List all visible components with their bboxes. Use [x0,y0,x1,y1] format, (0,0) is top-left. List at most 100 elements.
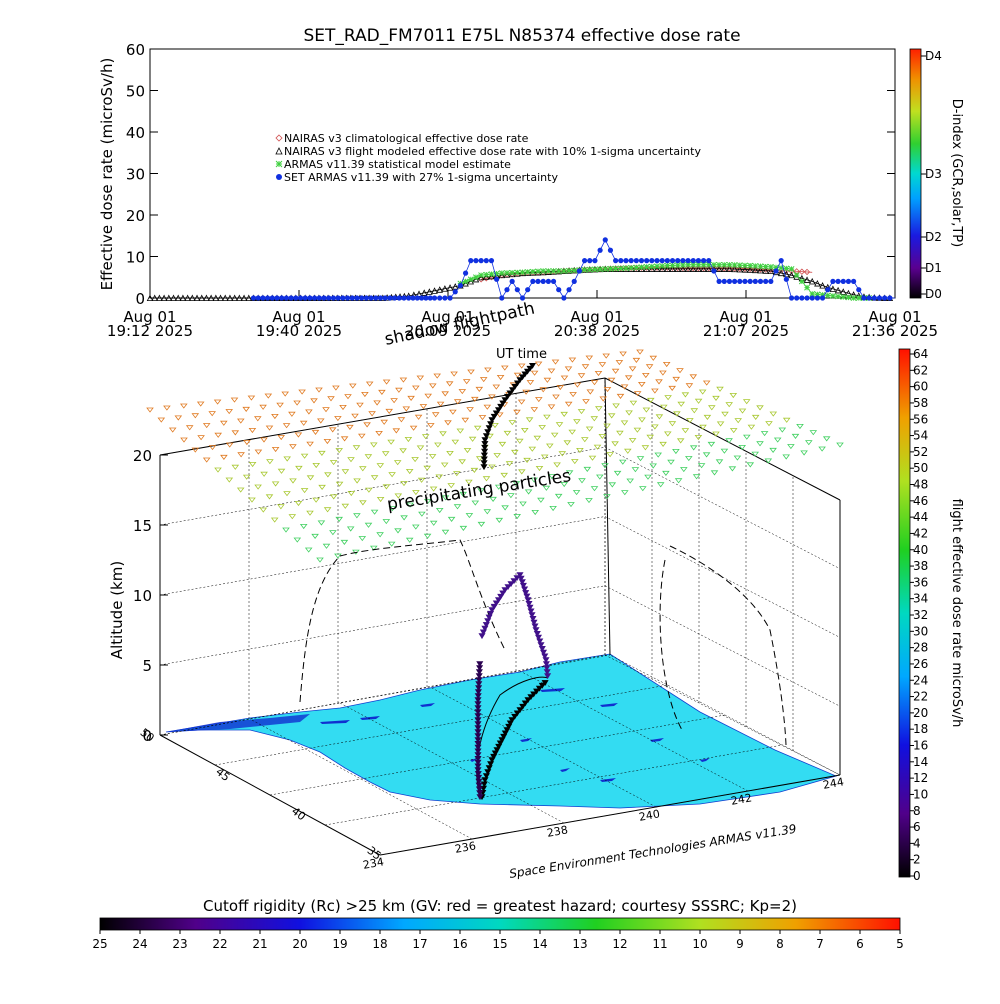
particle-mark [656,482,665,488]
particle-mark [363,422,371,428]
particle-mark [526,380,535,386]
particle-mark [412,490,420,496]
particle-mark [654,452,662,458]
dindex-tick-label: D2 [925,230,942,244]
mid-track-point [537,642,545,649]
particle-mark [294,501,303,507]
particle-mark [585,355,594,361]
particle-mark [697,463,706,469]
particle-mark [393,460,402,466]
particle-mark [305,409,313,415]
particle-mark [450,371,458,377]
top-track-point [518,374,527,381]
series-point [222,294,229,301]
particle-mark [335,448,343,454]
series-point [488,272,495,280]
particle-mark [773,437,782,443]
ground-track-point [538,682,546,689]
top-track-point [499,400,507,407]
dindex-tick-label: D0 [925,287,942,301]
particle-mark [231,430,240,436]
series-point [217,294,224,301]
mid-track-point [538,646,546,652]
particle-mark [283,491,291,497]
series-point [160,294,168,301]
particle-mark [265,494,274,500]
series-point [737,278,743,284]
particle-mark [556,385,565,391]
particle-mark [289,444,297,450]
mid-track-point [516,572,524,579]
particle-mark [409,425,418,431]
series-point [819,291,826,298]
particle-mark [547,368,556,374]
series-point [684,265,692,272]
particle-mark [428,454,437,460]
series-point [855,295,862,301]
series-point [387,295,393,301]
particle-mark [636,456,645,462]
particle-mark [517,399,526,405]
map-speck [540,688,565,692]
particle-mark [572,490,581,496]
particle-mark [230,397,239,403]
particle-mark [180,437,188,443]
series-point [819,295,826,301]
particle-mark [659,441,667,447]
mid-track-point [542,661,550,668]
ground-track-point [508,717,516,724]
series-point [689,265,697,272]
series-point [808,277,816,285]
particle-mark [577,373,586,379]
series-2 [457,261,875,301]
particle-mark [603,494,611,500]
particle-mark [535,466,544,472]
particle-mark [310,398,318,404]
cutoff-tick-label: 21 [252,937,267,951]
particle-mark [747,424,756,430]
mid-track-point [528,612,536,619]
particle-mark [555,422,564,428]
particle-mark [624,448,632,454]
series-point [762,267,769,274]
particle-mark [651,388,659,394]
particle-mark [513,409,521,415]
series-point [752,266,759,274]
particle-mark [560,482,568,488]
series-point [732,278,738,284]
particle-mark [254,484,262,490]
dindex-tick-label: D1 [925,261,942,275]
particle-mark [434,442,442,448]
particle-mark [475,456,484,462]
series-point [741,266,749,273]
dose-colorbar [898,348,911,878]
series-point [633,264,640,271]
particle-mark [525,417,534,423]
top-y-axis-label: Effective dose rate (microSv/h) [98,58,116,291]
y-tick-label: 60 [126,41,145,59]
series-point [763,278,769,284]
particle-mark [616,393,625,399]
particle-mark [353,478,361,484]
cutoff-colorbar-ticks: 25 24 23 22 21 20 19 18 17 16 15 14 13 12 11 10 9 8 7 6 5 [92,930,904,951]
particle-mark [353,513,361,519]
map-speck [650,738,664,742]
particle-mark [721,411,729,417]
particle-mark [470,467,479,473]
series-point [788,265,795,272]
particle-mark [439,431,447,437]
series-point [467,277,475,285]
series-point [731,265,738,272]
particle-mark [698,389,707,395]
series-point [627,264,635,272]
particle-mark [473,425,482,431]
wall-altitude-line [159,585,606,666]
top-track-point [521,371,529,378]
series-point [794,295,800,301]
series-point [561,295,567,301]
particle-mark [399,377,408,383]
series-point [436,286,443,293]
particle-mark [220,420,228,426]
particle-mark [612,403,620,409]
particle-mark [347,491,356,497]
